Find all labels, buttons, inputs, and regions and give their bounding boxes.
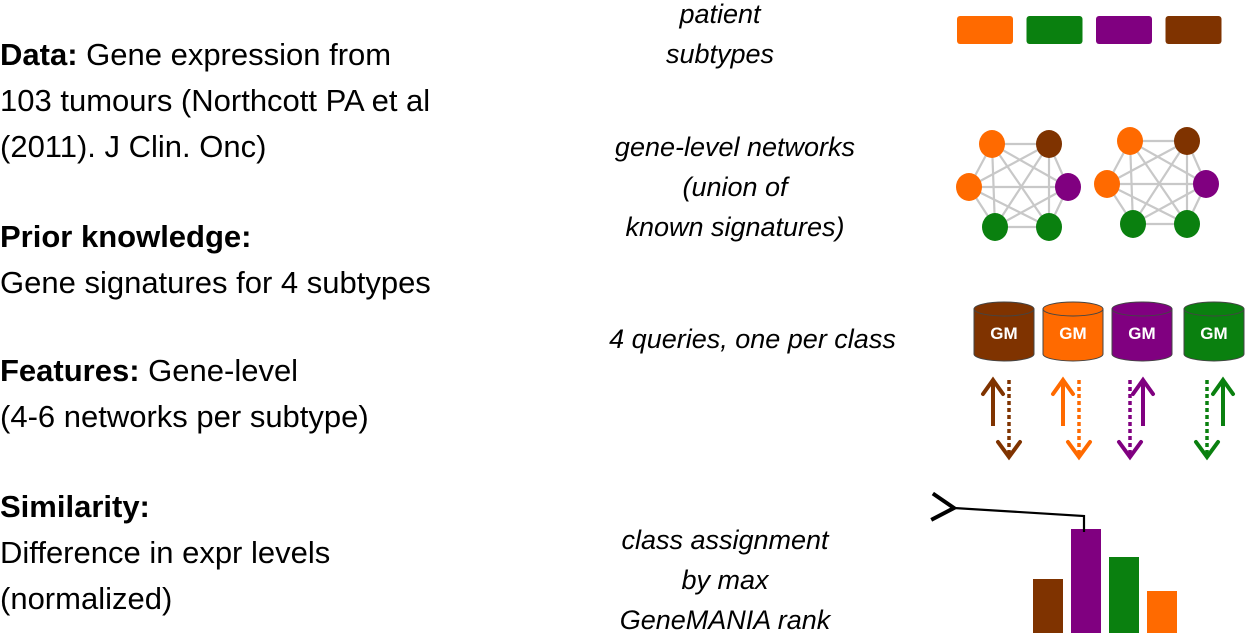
gm-database-orange: GM — [1042, 301, 1104, 362]
prior-knowledge-label: Prior knowledge: — [0, 219, 252, 254]
network-node-brown — [1174, 127, 1200, 155]
network-node-orange — [956, 173, 982, 201]
network-node-green — [1120, 210, 1146, 238]
down-arrow-head — [1066, 440, 1092, 461]
networks-caption-3: known signatures) — [625, 212, 845, 242]
network-node-green — [1036, 213, 1062, 241]
similarity-description: Similarity: Difference in expr levels (n… — [0, 484, 560, 622]
network-node-green — [1174, 210, 1200, 238]
similarity-text-2: Difference in expr levels — [0, 535, 331, 570]
subtype-legend — [957, 16, 1222, 44]
gm-database-brown: GM — [973, 301, 1035, 362]
down-arrow-head — [1194, 440, 1220, 461]
assignment-arrow — [930, 491, 1086, 532]
data-text-2: 103 tumours (Northcott PA et al — [0, 83, 431, 118]
patient-caption-2: subtypes — [665, 39, 775, 69]
database-top — [1183, 301, 1245, 317]
gene-network-1 — [956, 130, 1081, 241]
network-edge — [1132, 140, 1188, 225]
prior-knowledge-description: Prior knowledge: Gene signatures for 4 s… — [0, 214, 560, 306]
subtype-swatch-orange — [957, 16, 1013, 44]
database-body — [1042, 308, 1104, 362]
query-arrows — [981, 376, 1235, 461]
network-edge — [1129, 140, 1207, 185]
gene-level-networks-caption: gene-level networks (union of known sign… — [570, 127, 900, 247]
network-node-orange — [1094, 170, 1120, 198]
database-body — [973, 308, 1035, 362]
gm-database-green: GM — [1183, 301, 1245, 362]
networks-caption-1: gene-level networks — [614, 132, 856, 162]
up-arrow-head — [1131, 376, 1155, 396]
data-description: Data: Gene expression from 103 tumours (… — [0, 32, 560, 170]
database-top — [1111, 301, 1173, 317]
patient-caption-1: patient — [679, 0, 761, 29]
network-edge — [1129, 140, 1188, 225]
down-arrow-head — [1117, 440, 1143, 461]
prior-knowledge-text: Gene signatures for 4 subtypes — [0, 265, 431, 300]
query-arrow-pair-orange — [1051, 376, 1092, 461]
database-label: GM — [1128, 324, 1155, 343]
network-edge — [1106, 183, 1188, 225]
similarity-text-3: (normalized) — [0, 581, 173, 616]
database-top — [1042, 301, 1104, 317]
query-arrow-pair-green — [1194, 376, 1235, 461]
up-arrow-head — [1051, 376, 1075, 396]
rank-bar-orange — [1147, 591, 1177, 633]
rank-bar-brown — [1033, 579, 1063, 633]
network-node-orange — [979, 130, 1005, 158]
network-edge — [994, 186, 1069, 228]
up-arrow-head — [981, 376, 1005, 396]
subtype-swatch-brown — [1165, 16, 1222, 44]
gene-networks — [956, 127, 1219, 241]
data-text-3: (2011). J Clin. Onc) — [0, 129, 267, 164]
query-arrow-pair-purple — [1117, 376, 1155, 461]
features-text-2: (4-6 networks per subtype) — [0, 399, 369, 434]
network-node-purple — [1193, 170, 1219, 198]
network-node-green — [982, 213, 1008, 241]
rank-bar-purple — [1071, 529, 1101, 633]
gm-database-purple: GM — [1111, 301, 1173, 362]
database-body — [1183, 308, 1245, 362]
network-node-orange — [1117, 127, 1143, 155]
network-edge — [991, 143, 1050, 228]
database-label: GM — [990, 324, 1017, 343]
network-edge — [1132, 183, 1207, 225]
data-label: Data: — [0, 37, 78, 72]
up-arrow-head — [1211, 376, 1235, 396]
network-edge — [968, 143, 1050, 188]
networks-caption-2: (union of — [682, 172, 788, 202]
gene-network-2 — [1094, 127, 1219, 238]
data-text-1: Gene expression from — [77, 37, 392, 72]
queries-caption: 4 queries, one per class — [609, 324, 896, 354]
database-body — [1111, 308, 1173, 362]
class-assignment-caption: class assignment by max GeneMANIA rank — [580, 520, 870, 640]
network-edge — [1106, 140, 1188, 185]
assignment-caption-3: GeneMANIA rank — [619, 605, 831, 635]
subtype-swatch-green — [1026, 16, 1083, 44]
features-description: Features: Gene-level (4-6 networks per s… — [0, 348, 560, 440]
network-edge — [994, 143, 1050, 228]
assignment-caption-2: by max — [681, 565, 769, 595]
features-text-1: Gene-level — [139, 353, 299, 388]
network-node-purple — [1055, 173, 1081, 201]
similarity-label: Similarity: — [0, 489, 150, 524]
assignment-caption-1: class assignment — [621, 525, 829, 555]
query-arrow-pair-brown — [981, 376, 1022, 461]
rank-bar-chart — [1033, 529, 1177, 633]
rank-bar-green — [1109, 557, 1139, 633]
patient-subtypes-caption: patient subtypes — [620, 0, 820, 74]
network-edge — [968, 186, 1050, 228]
database-top — [973, 301, 1035, 317]
network-node-brown — [1036, 130, 1062, 158]
down-arrow-head — [996, 440, 1022, 461]
subtype-swatch-purple — [1096, 16, 1152, 44]
database-label: GM — [1059, 324, 1086, 343]
features-label: Features: — [0, 353, 140, 388]
network-edge — [991, 143, 1069, 188]
genemania-databases: GM GM GM GM — [973, 301, 1245, 362]
database-label: GM — [1200, 324, 1227, 343]
